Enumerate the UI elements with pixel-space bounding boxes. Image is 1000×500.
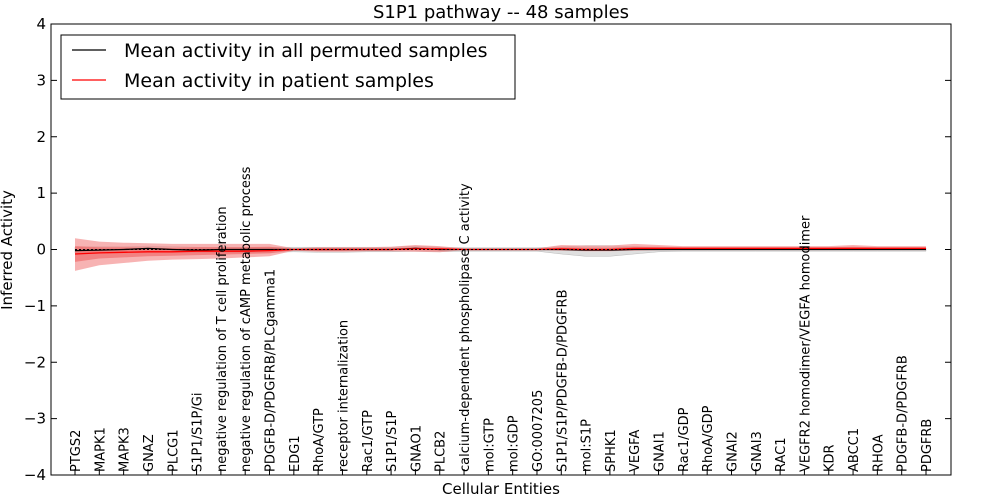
x-tick-label: RAC1 [774, 437, 789, 472]
x-tick-label: SPHK1 [604, 429, 619, 472]
y-tick-label: −2 [24, 353, 46, 371]
x-tick-label: RhoA/GDP [701, 405, 716, 472]
x-tick-label: GO:0007205 [531, 390, 546, 472]
x-tick-label: RHOA [871, 434, 886, 472]
legend: Mean activity in all permuted samples Me… [60, 34, 516, 100]
x-tick-label: PLCB2 [434, 431, 449, 472]
legend-label-permuted: Mean activity in all permuted samples [124, 40, 487, 62]
x-tick-label: VEGFA [628, 430, 643, 472]
x-tick-label: MAPK3 [118, 427, 133, 472]
y-axis: 4 3 2 1 0 −1 −2 −3 −4 [24, 15, 951, 484]
x-tick-label: GNAZ [142, 434, 157, 472]
x-tick-label: mol:GDP [507, 415, 522, 472]
y-tick-label: 2 [36, 128, 46, 146]
x-tick-label: Rac1/GTP [361, 410, 376, 472]
y-tick-label: −1 [24, 297, 46, 315]
y-tick-label: 0 [36, 241, 46, 259]
x-axis-label: Cellular Entities [442, 480, 560, 498]
chart-title: S1P1 pathway -- 48 samples [373, 2, 629, 23]
x-tick-label: mol:GTP [482, 418, 497, 472]
x-tick-label: negative regulation of cAMP metabolic pr… [239, 166, 254, 472]
band-patient-outer [75, 238, 926, 271]
x-tick-label: calcium-dependent phospholipase C activi… [458, 183, 473, 472]
x-tick-label: ABCC1 [847, 428, 862, 472]
legend-label-patient: Mean activity in patient samples [124, 70, 434, 92]
x-tick-label: PDGFB-D/PDGFRB [896, 355, 911, 472]
x-tick-label: PLCG1 [166, 429, 181, 472]
x-tick-label: receptor internalization [337, 320, 352, 472]
x-tick-label: KDR [823, 444, 838, 472]
x-axis: PTGS2 MAPK1 MAPK3 GNAZ PLCG1 S1P1/S1P/Gi negat… [69, 166, 935, 475]
x-tick-label: Rac1/GDP [677, 407, 692, 472]
x-tick-label: PDGFRB [920, 419, 935, 472]
x-tick-label: RhoA/GTP [312, 408, 327, 472]
y-tick-label: 1 [36, 184, 46, 202]
x-tick-label: EDG1 [288, 435, 303, 472]
y-tick-label: −3 [24, 410, 46, 428]
x-tick-label: PTGS2 [69, 430, 84, 472]
y-axis-label: Inferred Activity [0, 190, 16, 310]
x-tick-label: S1P1/S1P [385, 410, 400, 472]
x-tick-label: S1P1/S1P/PDGFB-D/PDGFRB [555, 289, 570, 472]
x-tick-label: GNAI3 [750, 431, 765, 472]
x-tick-label: S1P1/S1P/Gi [191, 393, 206, 472]
x-tick-label: PDGFB-D/PDGFRB/PLCgamma1 [264, 269, 279, 472]
x-tick-label: VEGFR2 homodimer/VEGFA homodimer [798, 215, 813, 472]
x-tick-label: GNAI2 [726, 431, 741, 472]
y-tick-label: 3 [36, 71, 46, 89]
x-tick-label: negative regulation of T cell proliferat… [215, 206, 230, 472]
x-tick-label: mol:S1P [580, 419, 595, 472]
x-tick-label: MAPK1 [93, 427, 108, 472]
y-tick-label: 4 [36, 15, 46, 33]
x-tick-label: GNAO1 [409, 425, 424, 472]
legend-box [60, 34, 516, 100]
y-tick-label: −4 [24, 466, 46, 484]
x-tick-label: GNAI1 [653, 431, 668, 472]
